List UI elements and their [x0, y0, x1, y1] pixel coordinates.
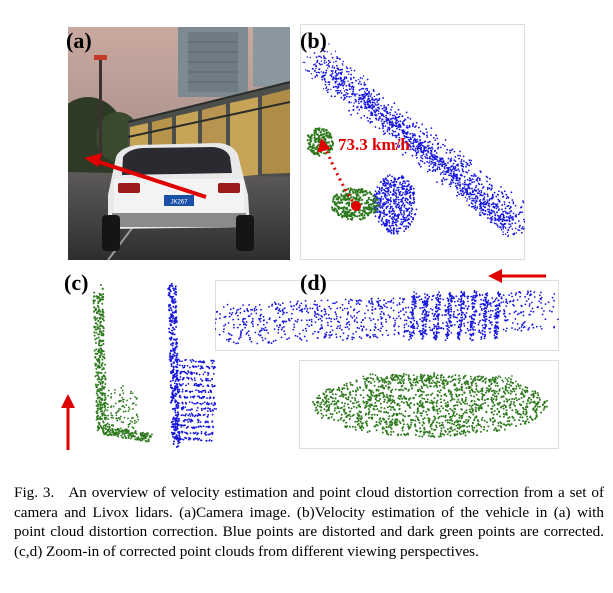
panel-d-label: (d) — [300, 270, 327, 295]
velocity-label: 73.3 km/h — [338, 135, 410, 154]
caption-text: An overview of velocity estimation and p… — [14, 484, 605, 560]
upward-arrow — [58, 392, 78, 452]
velocity-estimation-panel: 73.3 km/h — [300, 24, 525, 260]
figure-caption: Fig. 3. An overview of velocity estimatio… — [14, 483, 604, 561]
panel-a-label: (a) — [66, 28, 92, 53]
figure-number: Fig. 3. — [14, 484, 55, 501]
panel-c-label: (c) — [64, 270, 89, 295]
license-plate-text: JK267 — [170, 200, 188, 206]
corrected-cloud-perspective-views — [215, 280, 560, 450]
camera-image: JK267 — [68, 27, 290, 260]
leftward-arrow — [486, 268, 548, 284]
corrected-cloud-side-view — [80, 280, 218, 450]
panel-b-label: (b) — [300, 28, 327, 53]
